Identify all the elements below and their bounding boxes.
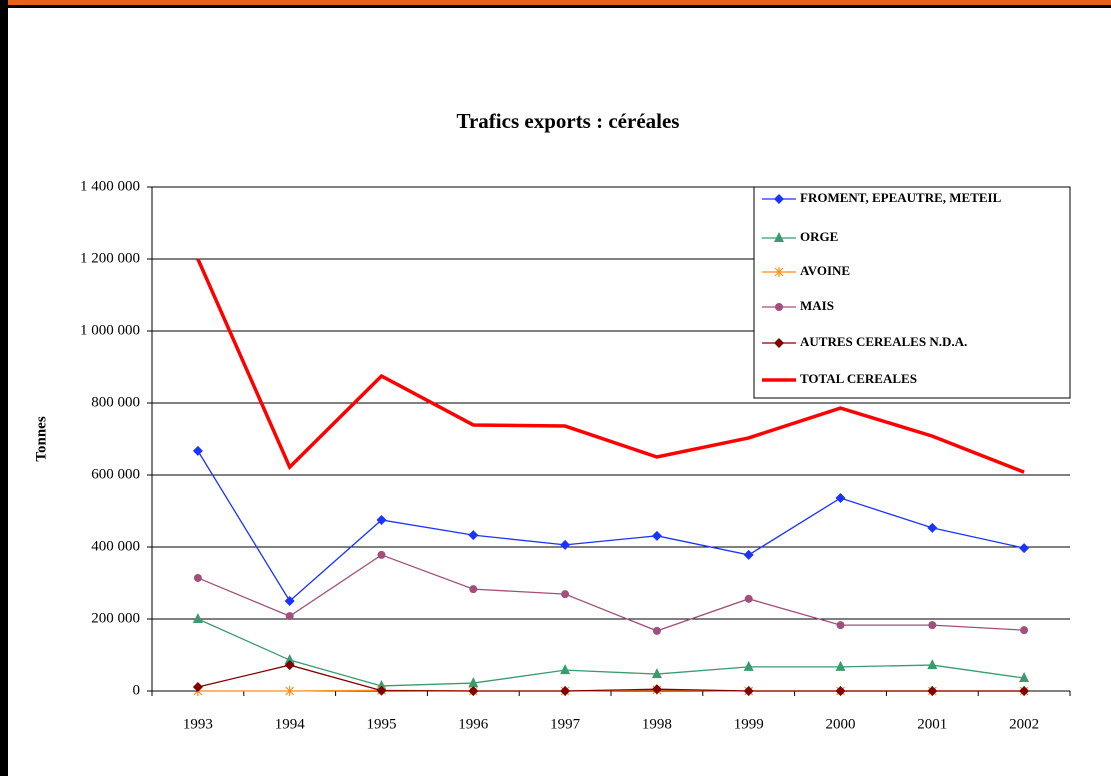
marker <box>192 613 203 623</box>
y-tick-label: 0 <box>133 682 141 698</box>
y-tick-label: 800 000 <box>91 394 140 410</box>
legend-label: FROMENT, EPEAUTRE, METEIL <box>800 190 1002 205</box>
marker <box>928 621 937 630</box>
x-tick-label: 2000 <box>826 716 856 732</box>
y-tick-label: 600 000 <box>91 466 140 482</box>
marker <box>284 660 295 671</box>
marker <box>560 664 571 675</box>
marker <box>927 686 938 696</box>
marker <box>560 539 571 550</box>
marker <box>927 659 938 670</box>
marker <box>192 445 203 456</box>
series-line <box>197 554 1025 632</box>
marker <box>774 232 784 242</box>
y-tick-label: 200 000 <box>91 610 140 626</box>
y-tick-label: 1 400 000 <box>80 178 140 194</box>
y-tick-label: 1 200 000 <box>80 250 140 266</box>
marker <box>468 686 479 696</box>
x-tick-label: 1996 <box>458 716 489 732</box>
x-tick-label: 1999 <box>734 716 764 732</box>
y-tick-label: 1 000 000 <box>80 322 140 338</box>
marker <box>468 677 479 688</box>
marker <box>927 522 938 533</box>
marker <box>774 194 784 204</box>
legend-label: MAIS <box>800 298 834 313</box>
marker <box>744 594 753 603</box>
y-tick-label: 400 000 <box>91 538 140 554</box>
x-tick-label: 1995 <box>367 716 397 732</box>
marker <box>651 668 662 679</box>
marker <box>193 573 202 582</box>
marker <box>651 530 662 541</box>
marker <box>835 660 846 671</box>
marker <box>774 338 784 348</box>
marker <box>468 530 479 541</box>
legend-label: ORGE <box>800 229 838 244</box>
series-line <box>197 664 1025 692</box>
marker <box>284 596 295 606</box>
legend-label: AVOINE <box>800 263 850 278</box>
marker <box>743 660 754 671</box>
top-border <box>0 5 1111 8</box>
legend-label: AUTRES CEREALES N.D.A. <box>800 334 967 349</box>
marker <box>469 585 478 594</box>
marker <box>743 549 754 560</box>
marker <box>835 686 846 696</box>
marker <box>774 267 784 277</box>
left-border <box>0 0 8 776</box>
marker <box>743 686 754 696</box>
y-axis-label: Tonnes <box>33 416 49 461</box>
marker <box>836 621 845 630</box>
marker <box>560 686 571 696</box>
x-tick-label: 2002 <box>1009 716 1039 732</box>
series-line <box>196 258 1025 474</box>
chart-title: Trafics exports : céréales <box>457 109 680 133</box>
marker <box>376 515 387 525</box>
legend-box <box>753 186 1071 399</box>
marker <box>1020 626 1029 635</box>
series-line <box>197 450 1025 602</box>
marker <box>1019 543 1030 554</box>
x-tick-label: 2001 <box>917 716 947 732</box>
x-tick-label: 1994 <box>275 716 306 732</box>
top-bar <box>0 0 1111 5</box>
marker <box>651 684 662 695</box>
marker <box>285 686 295 696</box>
marker <box>376 685 387 696</box>
series-line <box>197 618 1025 687</box>
marker <box>1019 672 1030 683</box>
marker <box>835 493 846 504</box>
marker <box>775 303 783 311</box>
marker <box>377 550 386 559</box>
marker <box>652 626 661 635</box>
x-tick-label: 1998 <box>642 716 672 732</box>
marker <box>284 654 295 665</box>
marker <box>285 612 294 621</box>
x-tick-label: 1993 <box>183 716 213 732</box>
marker <box>192 682 203 693</box>
legend-label: TOTAL CEREALES <box>800 371 917 386</box>
marker <box>561 590 570 599</box>
marker <box>1019 686 1030 696</box>
x-tick-label: 1997 <box>550 716 581 732</box>
